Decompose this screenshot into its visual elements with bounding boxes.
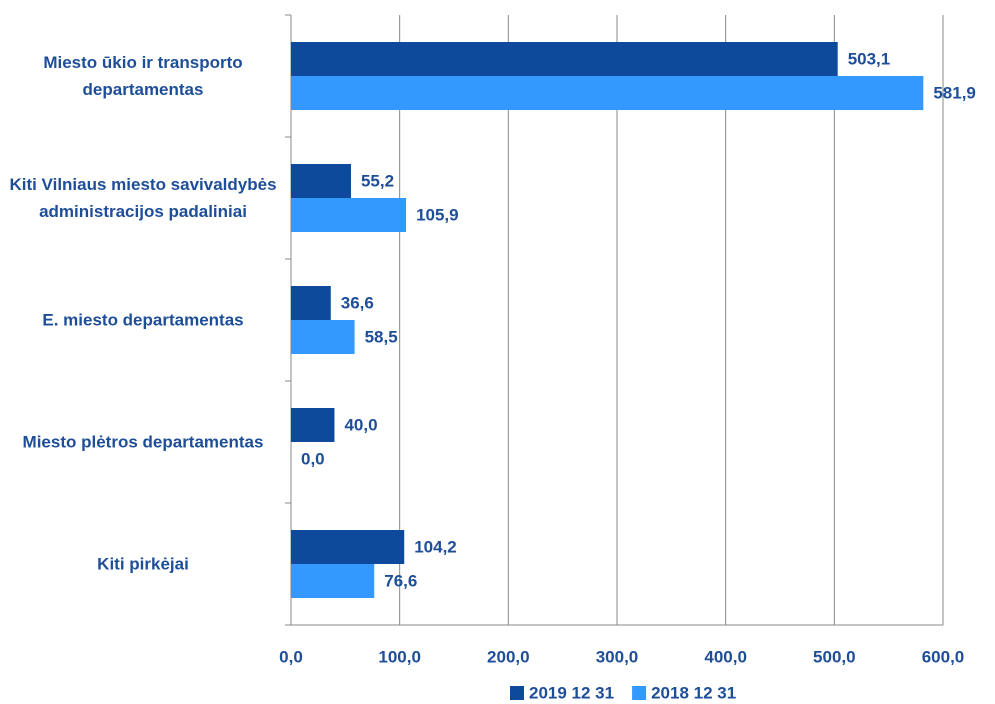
legend-swatch [510,686,524,700]
x-tick-label: 100,0 [378,647,421,666]
chart-root: 0,0 100,0 200,0 300,0 400,0 500,0 600,0 503,1 58… [0,0,995,704]
bar [291,530,404,564]
bar [291,564,374,598]
value-label: 105,9 [416,205,459,224]
x-tick-label: 500,0 [813,647,856,666]
x-tick-label: 400,0 [704,647,747,666]
category-label: Miesto plėtros departamentas [8,429,278,456]
value-label: 76,6 [384,571,417,590]
legend-label: 2019 12 31 [529,683,614,702]
value-label: 104,2 [414,537,457,556]
value-label: 36,6 [341,293,374,312]
chart: 0,0 100,0 200,0 300,0 400,0 500,0 600,0 503,1 58… [0,0,995,704]
category-label: E. miesto departamentas [8,307,278,334]
x-tick-label: 300,0 [596,647,639,666]
bar [291,164,351,198]
legend-swatch [632,686,646,700]
value-label: 55,2 [361,171,394,190]
value-label: 581,9 [933,83,976,102]
bar [291,286,331,320]
value-label: 0,0 [301,449,325,468]
legend-label: 2018 12 31 [651,683,736,702]
category-label: Kiti pirkėjai [8,551,278,578]
bar [291,76,923,110]
bar [291,408,334,442]
bar [291,320,355,354]
value-label: 58,5 [365,327,398,346]
x-tick-label: 200,0 [487,647,530,666]
category-label: Kiti Vilniaus miesto savivaldybės admini… [8,171,278,225]
bar [291,198,406,232]
x-tick-label: 600,0 [922,647,965,666]
x-tick-label: 0,0 [279,647,303,666]
bar [291,42,838,76]
category-label: Miesto ūkio ir transporto departamentas [8,49,278,103]
value-label: 40,0 [344,415,377,434]
value-label: 503,1 [848,49,891,68]
